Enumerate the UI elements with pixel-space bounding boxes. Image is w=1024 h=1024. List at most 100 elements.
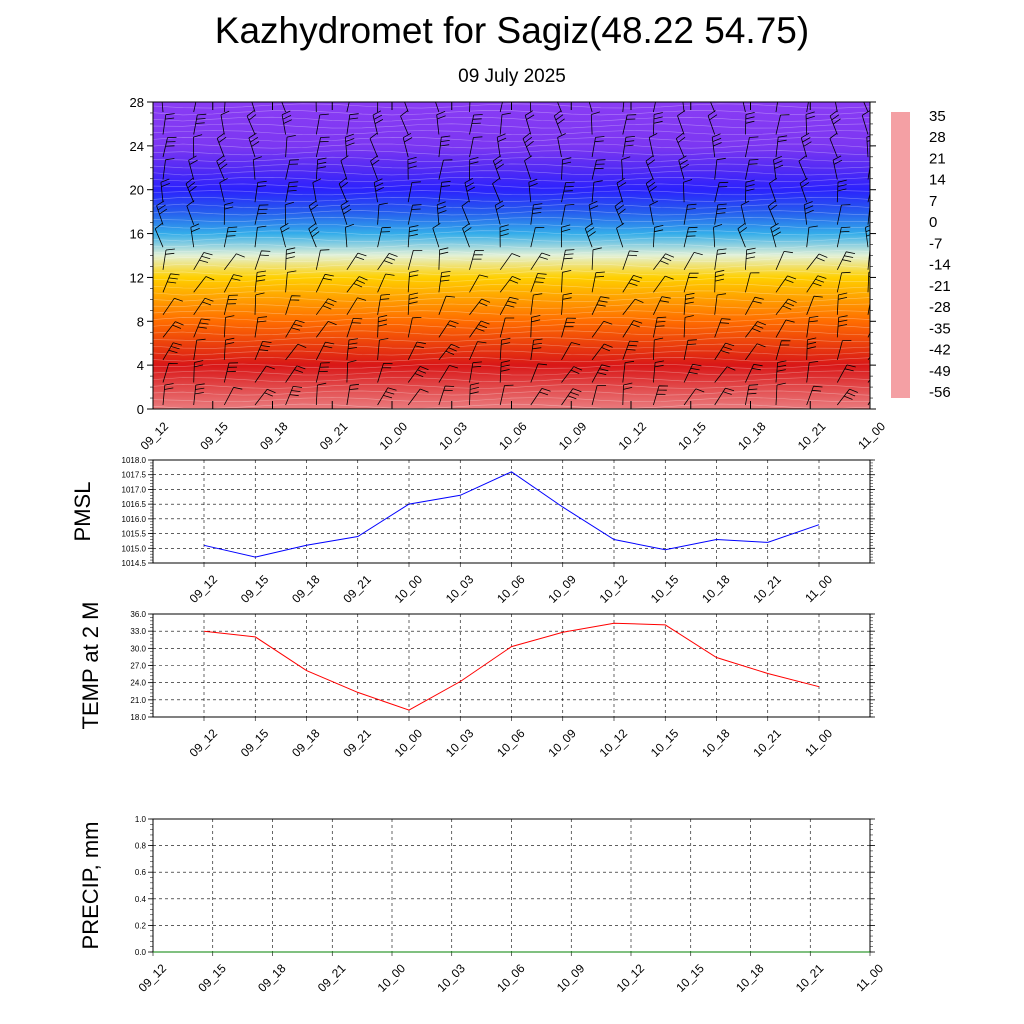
- y-tick-label: 0.2: [135, 921, 147, 930]
- colorbar-label: -14: [929, 257, 951, 274]
- y-tick-label: 24: [130, 139, 144, 154]
- wind-barb: [312, 178, 322, 203]
- wind-barb: [407, 270, 419, 293]
- wind-barb: [190, 223, 200, 248]
- grid-lines: [153, 460, 870, 563]
- x-tick-label: 11_00: [853, 961, 886, 994]
- wind-barb: [315, 136, 330, 158]
- wind-barb: [714, 366, 736, 383]
- y-tick-label: 18.0: [130, 713, 146, 722]
- y-tick-label: 1015.0: [122, 544, 147, 553]
- y-tick-label: 8: [137, 314, 144, 329]
- y-tick-label: 21.0: [130, 696, 146, 705]
- x-tick-label: 10_03: [443, 572, 477, 606]
- contour-line: [153, 397, 870, 403]
- x-tick-label: 09_18: [257, 419, 291, 453]
- wind-barb: [622, 340, 639, 361]
- y-tick-label: 1014.5: [122, 559, 147, 568]
- wind-barb: [464, 178, 475, 203]
- wind-barb: [775, 319, 795, 338]
- wind-barb: [285, 247, 296, 270]
- wind-barb: [867, 271, 870, 293]
- contour-line: [153, 130, 870, 136]
- wind-barb: [377, 226, 391, 248]
- wind-barb: [591, 385, 607, 406]
- wind-barb: [377, 387, 397, 406]
- x-tick-label: 10_06: [494, 726, 528, 760]
- wind-barb: [156, 200, 168, 225]
- contour-line: [153, 343, 870, 349]
- contour-line: [153, 383, 870, 389]
- wind-barb: [438, 343, 460, 361]
- wind-barb: [285, 319, 305, 338]
- x-tick-label: 10_06: [494, 572, 528, 606]
- y-tick-label: 0: [137, 402, 144, 417]
- colorbar-label: -21: [929, 278, 951, 295]
- wind-barb: [645, 177, 657, 203]
- wind-barb: [254, 388, 276, 406]
- wind-barb: [775, 135, 788, 158]
- contour-line: [153, 150, 870, 156]
- wind-barb: [193, 297, 214, 316]
- precip-panel: 0.0 0.2 0.4 0.6 0.8 1.0 09_12 09_15 09_18 09_21 10…: [78, 815, 886, 995]
- series-line: [203, 471, 820, 558]
- wind-barb: [584, 222, 596, 248]
- wind-barb: [561, 366, 583, 383]
- wind-barb: [745, 343, 766, 361]
- x-tick-label: 10_03: [434, 961, 468, 995]
- wind-barb: [162, 383, 174, 406]
- wind-barb: [714, 203, 727, 225]
- wind-barb: [469, 114, 483, 135]
- wind-barb: [745, 296, 764, 315]
- wind-barb: [590, 111, 601, 135]
- wind-barb: [836, 388, 858, 406]
- wind-barb: [591, 364, 611, 383]
- y-tick-label: 0.0: [135, 948, 147, 957]
- wind-barb: [223, 337, 235, 360]
- wind-barb: [193, 113, 207, 135]
- wind-barb: [436, 111, 446, 135]
- x-tick-label: 09_21: [340, 572, 374, 606]
- wind-barb: [496, 133, 507, 158]
- wind-barb: [530, 363, 548, 383]
- wind-barb: [745, 179, 755, 203]
- wind-barb: [340, 200, 352, 225]
- wind-barb: [714, 318, 731, 338]
- y-tick-label: 1016.5: [122, 500, 147, 509]
- x-tick-label: 10_00: [377, 419, 411, 453]
- wind-barb: [469, 274, 489, 293]
- wind-barb: [806, 275, 827, 293]
- wind-barb: [377, 273, 395, 293]
- contour-line: [153, 257, 870, 263]
- contour-line: [153, 196, 870, 202]
- wind-barb: [806, 295, 823, 315]
- x-tick-label: 10_09: [556, 419, 590, 453]
- wind-barb: [745, 321, 766, 338]
- wind-barb: [775, 275, 797, 293]
- wind-barb: [407, 366, 429, 383]
- wind-barb: [162, 321, 184, 338]
- x-tick-label: 10_03: [443, 726, 477, 760]
- wind-barb: [193, 383, 205, 406]
- x-tick-label: 09_21: [317, 419, 351, 453]
- x-tick-label: 10_06: [496, 419, 530, 453]
- wind-barb: [714, 387, 735, 406]
- wind-barb: [402, 132, 413, 158]
- wind-barb: [154, 222, 164, 248]
- wind-barb: [591, 159, 606, 180]
- wind-barb: [492, 177, 501, 203]
- y-tick-label: 0.4: [135, 895, 147, 904]
- wind-barb: [528, 178, 538, 203]
- wind-barb: [340, 155, 349, 180]
- grid-lines: [153, 614, 870, 717]
- x-tick-label: 10_15: [673, 961, 707, 995]
- wind-barb: [683, 363, 702, 383]
- wind-barb: [867, 379, 870, 383]
- contour-line: [153, 357, 870, 363]
- wind-barb: [315, 249, 330, 270]
- wind-barb: [308, 200, 319, 225]
- wind-barb: [346, 383, 360, 406]
- colorbar-label: -49: [929, 363, 951, 380]
- wind-barb: [591, 271, 605, 293]
- wind-barb: [836, 340, 852, 361]
